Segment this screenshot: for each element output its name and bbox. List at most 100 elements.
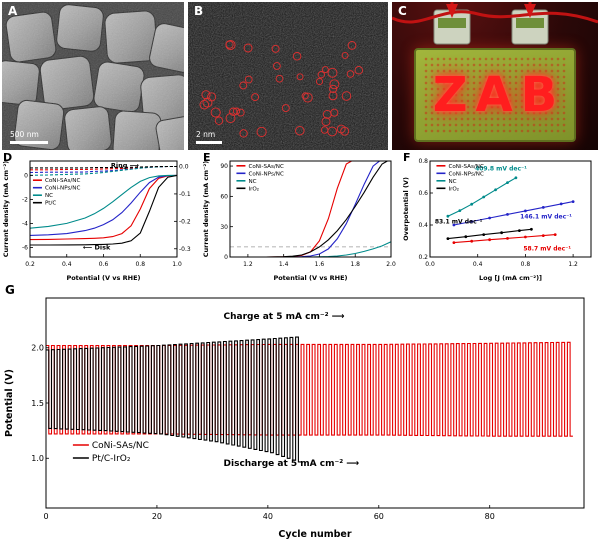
x-tick-label: 0.4 <box>473 261 483 268</box>
data-point <box>553 233 557 236</box>
y2-tick-label: 0.0 <box>179 164 189 171</box>
y-tick-label: 0 <box>224 254 228 261</box>
single-atom-circle <box>275 74 284 83</box>
y-axis-label: Current density (mA cm⁻²) <box>2 161 10 258</box>
panel-a-label: A <box>8 4 18 18</box>
data-point <box>524 235 527 239</box>
plot-frame <box>229 160 392 258</box>
data-point <box>571 200 575 203</box>
legend-label: IrO₂ <box>248 186 259 192</box>
single-atom-circle <box>273 62 281 70</box>
single-atom-circle <box>327 126 338 137</box>
series-pt-c-iro- <box>46 336 302 463</box>
x-axis-label: Potential (V vs RHE) <box>66 274 140 282</box>
single-atom-circle <box>317 71 325 79</box>
single-atom-circle <box>239 129 248 138</box>
data-point <box>488 238 491 242</box>
single-atom-circle <box>244 75 253 84</box>
annotation: 58.7 mV dec⁻¹ <box>523 245 571 252</box>
oer-lsv-chart: 1.2 1.4 1.6 1.8 2.0 0 30 60 90 Potential (V vs RH… <box>202 160 396 282</box>
y-tick-label: 1.0 <box>31 454 44 463</box>
battery-wiring <box>392 2 598 45</box>
single-atom-circle <box>327 67 338 78</box>
data-point <box>494 188 497 192</box>
annotation: ⟵ Disk <box>83 243 111 251</box>
single-atom-circle <box>199 99 210 110</box>
single-atom-circle <box>346 70 355 78</box>
y-tick-label: 0 <box>24 173 28 180</box>
single-atom-circle <box>251 93 260 102</box>
annotation: Discharge at 5 mA cm⁻² ⟶ <box>224 459 360 469</box>
plot-frame <box>429 160 592 258</box>
legend: CoNi-SAs/NC Pt/C-IrO₂ <box>72 441 149 464</box>
data-point <box>506 213 509 216</box>
single-atom-circle <box>321 66 329 74</box>
x-tick-label: 0.8 <box>521 261 531 268</box>
single-atom-circle <box>302 92 313 103</box>
panel-f-tafel-plots: F 0.0 0.4 0.8 1.2 0.2 0.4 0.6 0.8 Log [J (mA cm⁻… <box>400 152 600 283</box>
data-point <box>488 216 491 220</box>
data-point <box>524 209 527 213</box>
legend-label: CoNi-SAs/NC <box>45 178 81 184</box>
annotation: 83.1 mV dec⁻¹ <box>435 218 483 225</box>
legend-label: NC <box>448 179 456 185</box>
y-axis-label: Current density (mA cm⁻²) <box>202 161 210 258</box>
data-point <box>458 209 462 212</box>
y-tick-label: 30 <box>220 224 228 231</box>
sem-noise-overlay <box>2 2 184 150</box>
data-point <box>470 202 474 206</box>
single-atom-circle <box>341 51 349 59</box>
annotation: 146.1 mV dec⁻¹ <box>520 214 572 221</box>
x-tick-label: 0.2 <box>25 261 35 268</box>
series-group <box>30 165 177 246</box>
single-atom-circle <box>347 41 357 50</box>
data-point <box>506 237 509 240</box>
panel-c-battery-photo: ZAB C <box>392 2 598 150</box>
x-tick-label: 0.6 <box>99 261 109 268</box>
legend-label: CoNi-NPs/NC <box>248 171 284 177</box>
series-coni-nps-nc <box>452 200 575 227</box>
orr-polarization-chart: 0.2 0.4 0.6 0.8 1.0 0 -2 -4 -6 0.0 -0.1 -0.2 -0.3 Pot… <box>2 160 191 282</box>
single-atom-circle <box>256 126 267 137</box>
series-coni-sas-nc-disk <box>30 174 177 241</box>
series-coni-nps-nc-disk <box>30 174 177 236</box>
single-atom-circle <box>292 52 302 61</box>
single-atom-circle <box>341 91 352 101</box>
series-pt-c-ring <box>30 165 177 169</box>
panel-f-label: F <box>403 152 411 164</box>
annotation: Charge at 5 mA cm⁻² ⟶ <box>224 312 345 322</box>
y2-tick-label: -0.1 <box>179 191 191 198</box>
x-tick-label: 1.6 <box>315 261 325 268</box>
series-pt-c-disk <box>30 174 177 246</box>
data-point <box>464 235 468 239</box>
single-atom-circle <box>201 90 211 100</box>
annotation: 409.8 mV dec⁻¹ <box>475 166 527 173</box>
cycling-chart: 0 20 40 60 80 1.0 1.5 2.0 Cycle number Potential … <box>4 297 585 540</box>
data-point <box>518 229 521 232</box>
single-atom-circle <box>296 73 304 81</box>
x-tick-label: 2.0 <box>386 261 396 268</box>
y2-tick-label: -0.3 <box>179 246 191 253</box>
legend-label: CoNi-SAs/NC <box>248 164 284 170</box>
red-wires <box>392 2 598 24</box>
stem-noise-overlay <box>188 2 388 150</box>
data-point <box>500 231 503 235</box>
series-iro- <box>446 227 533 240</box>
data-point <box>470 220 474 223</box>
y-tick-label: 60 <box>220 193 228 200</box>
single-atom-circle <box>232 107 241 115</box>
led-text: ZAB <box>432 67 566 123</box>
y-tick-label: -4 <box>22 221 28 228</box>
x-tick-label: 0.0 <box>425 261 435 268</box>
y-tick-label: 2.0 <box>31 344 44 353</box>
single-atom-circle <box>328 91 338 101</box>
x-tick-label: 1.8 <box>350 261 360 268</box>
single-atom-circle <box>336 124 346 134</box>
single-atom-circle <box>243 43 253 53</box>
series-group <box>46 336 573 463</box>
x-tick-label: 60 <box>374 512 384 521</box>
single-atom-circle <box>329 84 338 93</box>
